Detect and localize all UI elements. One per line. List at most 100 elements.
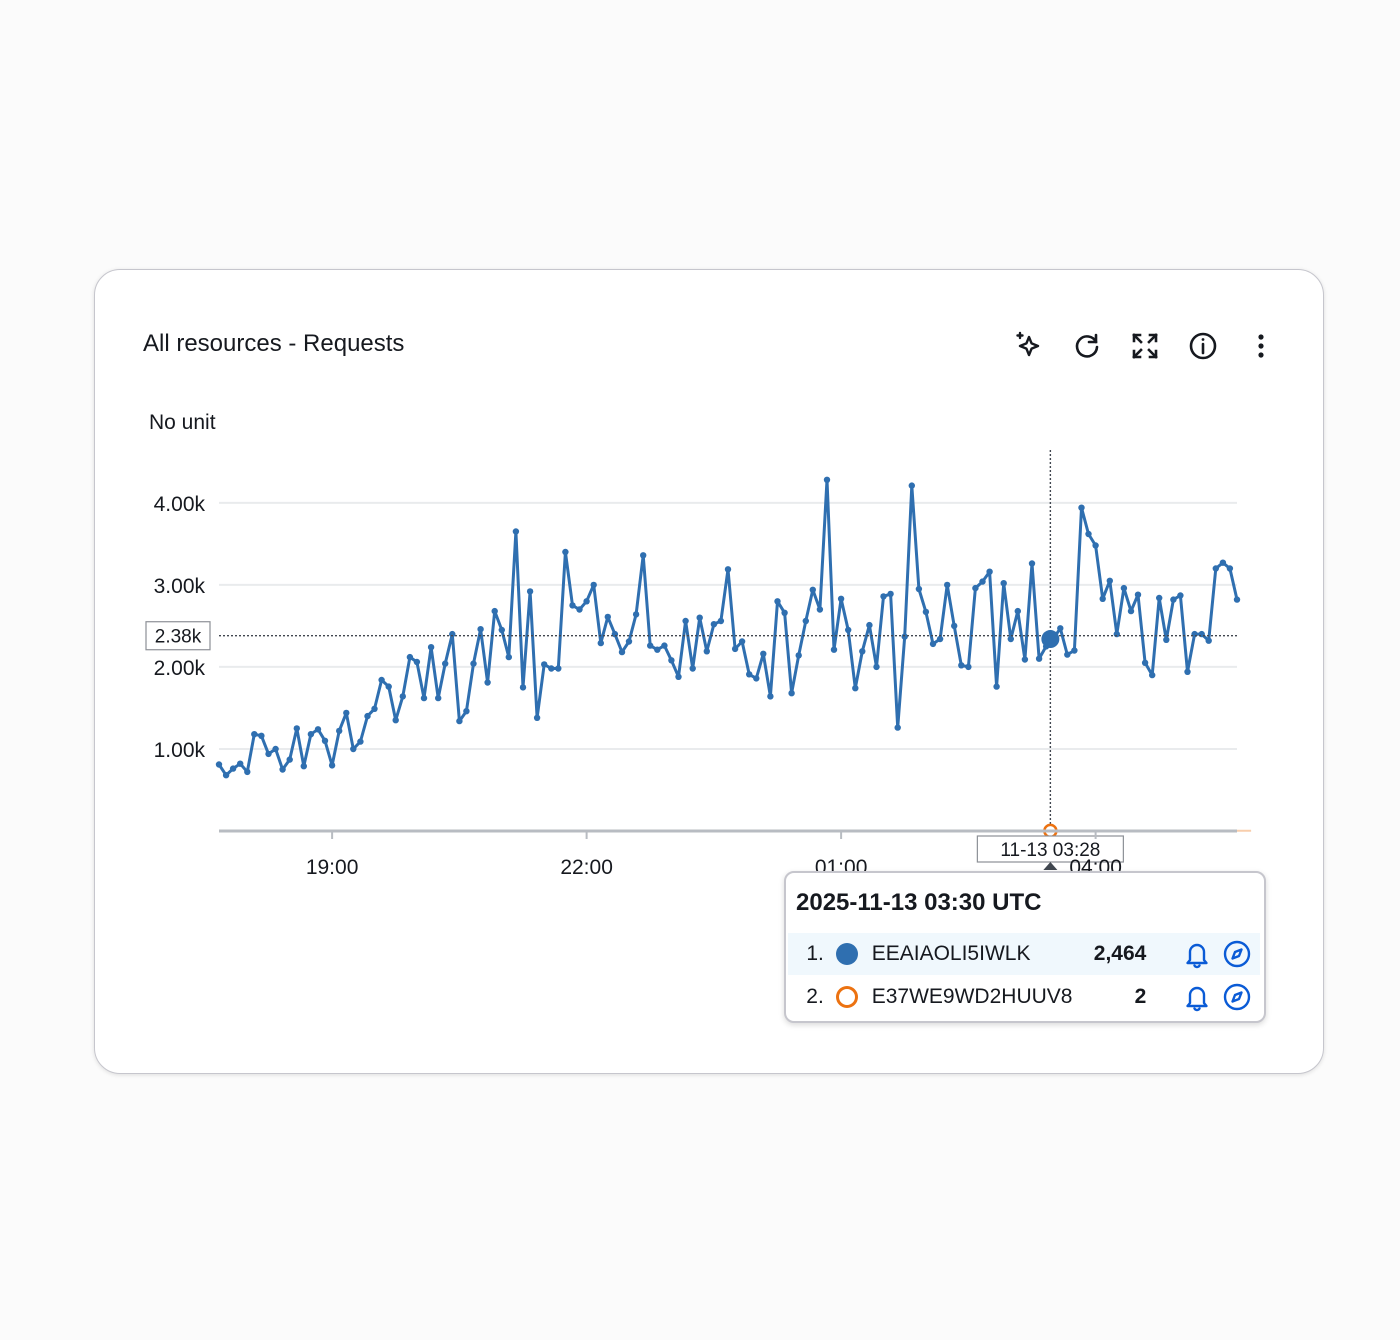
series-1-point <box>922 608 930 616</box>
crosshair-x-pointer <box>1043 862 1058 870</box>
series-1-point <box>555 665 562 672</box>
series-1-point <box>590 581 597 589</box>
series-1-point <box>484 679 491 686</box>
series-1-point <box>1219 559 1227 566</box>
series-1-point <box>880 593 887 600</box>
series-1-point <box>788 690 795 697</box>
series-1-point <box>258 732 265 739</box>
series-1-point <box>420 694 428 702</box>
series-1-point <box>519 684 527 691</box>
series-1-point <box>972 584 979 592</box>
series-1-point <box>222 772 230 779</box>
create-alarm-button[interactable] <box>1180 980 1214 1014</box>
series-1-point <box>463 708 470 715</box>
series-1-point <box>901 633 908 640</box>
series-1-point <box>1000 580 1007 587</box>
series-1-point <box>654 646 661 653</box>
explore-button[interactable] <box>1220 937 1254 971</box>
series-1-point <box>576 606 583 613</box>
widget-title: All resources - Requests <box>143 330 405 357</box>
info-button[interactable] <box>1185 328 1221 364</box>
series-1-point <box>314 726 322 733</box>
series-1-point <box>286 756 293 763</box>
series-1-point <box>632 611 640 618</box>
series-1-point <box>237 760 244 767</box>
series-1-point <box>1177 592 1184 599</box>
series-1-point <box>753 675 760 682</box>
series-1-point <box>449 630 456 638</box>
series-1-point <box>300 763 307 770</box>
fullscreen-button[interactable] <box>1127 328 1163 364</box>
series-1-point <box>505 653 512 661</box>
x-tick-label: 19:00 <box>306 856 359 879</box>
series-1-point <box>944 581 951 589</box>
series-1-point <box>1163 636 1170 643</box>
series-1-point <box>852 685 859 692</box>
series-1-point <box>293 725 300 732</box>
series-1-point <box>689 665 696 672</box>
series-1-point <box>774 598 781 605</box>
series-1-point <box>859 648 866 655</box>
series-1-point <box>1028 560 1036 567</box>
crosshair-x-label-box <box>976 835 1124 863</box>
series-1-line <box>217 478 1239 777</box>
series-1-point <box>908 482 915 489</box>
line-chart[interactable]: 2.38k 11-13 03:28 1.00k 2.00k 3.00k 4.00k 19:… <box>95 270 1323 1073</box>
explore-button[interactable] <box>1220 980 1254 1014</box>
series-1-point <box>477 626 484 633</box>
series-1-point <box>435 694 442 702</box>
series-1-point <box>647 642 654 649</box>
highlighted-point <box>1041 630 1060 649</box>
series-1-point <box>760 650 767 657</box>
crosshair-x-label: 11-13 03:28 <box>1000 840 1100 861</box>
series-1-point <box>470 660 477 667</box>
compass-icon <box>1223 983 1251 1011</box>
bell-icon <box>1186 943 1208 969</box>
tooltip-series-name: EEAIAOLI5IWLK <box>871 942 1031 965</box>
series-1-point <box>710 621 718 628</box>
series-1-point <box>357 738 364 745</box>
series-1-point <box>738 638 746 645</box>
compass-icon <box>1223 940 1251 968</box>
series-1-point <box>915 585 923 593</box>
more-options-button[interactable] <box>1243 328 1279 364</box>
series-1-point <box>894 724 901 731</box>
series-1-point <box>661 642 668 649</box>
sparkle-button[interactable] <box>1011 328 1047 364</box>
series-1-point <box>1149 671 1156 679</box>
series-1-point <box>1106 577 1113 584</box>
bell-icon <box>1186 986 1208 1012</box>
series-1-point <box>1134 591 1142 598</box>
create-alarm-button[interactable] <box>1180 937 1214 971</box>
series-1-point <box>562 548 569 556</box>
series-1-point <box>809 586 816 593</box>
series-1-point <box>640 552 647 559</box>
series-1-swatch <box>835 943 858 965</box>
series-1-point <box>795 652 802 659</box>
fullscreen-icon <box>1132 333 1158 359</box>
tooltip-series-value: 2,464 <box>1093 942 1147 965</box>
refresh-button[interactable] <box>1069 328 1105 364</box>
series-1-point <box>958 662 965 669</box>
tooltip-row-index: 1. <box>806 942 824 965</box>
series-1-point <box>307 731 315 738</box>
series-1-point <box>816 606 824 613</box>
series-1-point <box>279 766 286 773</box>
series-1-point <box>350 745 357 753</box>
series-1-point <box>498 626 505 634</box>
series-1-point <box>1035 655 1043 662</box>
tooltip-row: 2. E37WE9WD2HUUV8 2 <box>788 976 1260 1018</box>
series-1-point <box>1064 651 1071 658</box>
series-1-point <box>456 717 463 725</box>
widget-toolbar <box>1011 328 1279 364</box>
series-1-point <box>682 617 689 625</box>
info-icon <box>1189 332 1217 360</box>
series-1-point <box>1092 542 1099 549</box>
series-1-point <box>929 640 937 648</box>
series-1-point <box>724 566 732 573</box>
series-1-point <box>1120 584 1128 592</box>
series-1-point <box>385 683 392 690</box>
tooltip-row: 1. EEAIAOLI5IWLK 2,464 <box>788 933 1260 975</box>
series-1-point <box>1071 647 1078 654</box>
series-1-point <box>965 663 972 671</box>
